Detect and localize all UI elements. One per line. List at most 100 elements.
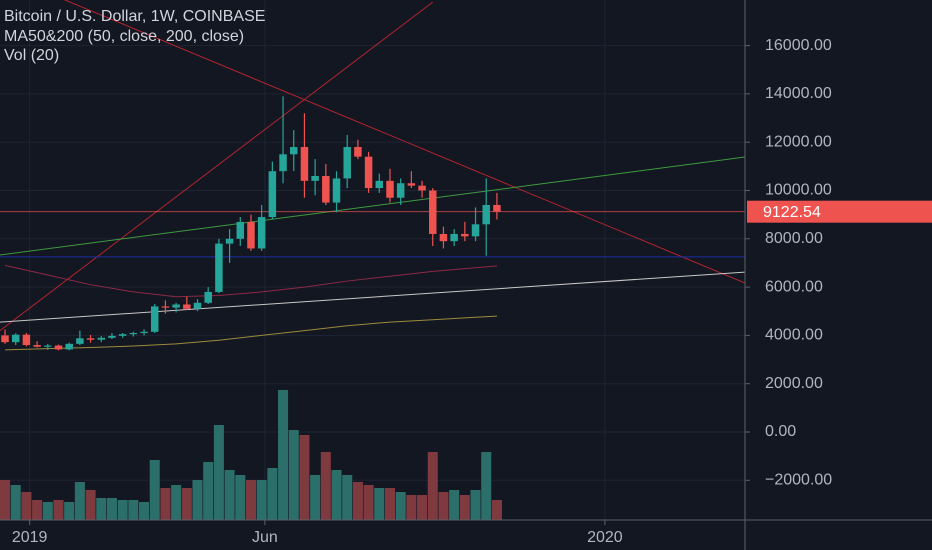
y-tick-label: 16000.00	[765, 37, 832, 54]
volume-bar	[10, 485, 21, 520]
volume-pane	[0, 390, 502, 520]
volume-bar	[85, 490, 96, 520]
volume-bar	[363, 485, 374, 520]
candle-body	[44, 345, 52, 347]
last-price-label: 9122.54	[763, 204, 821, 221]
volume-bar	[288, 430, 299, 520]
x-tick-label: 2020	[587, 529, 623, 546]
candle-body	[396, 183, 405, 198]
volume-bar	[438, 492, 449, 520]
candle-body	[461, 233, 469, 237]
trend-line	[0, 1, 434, 331]
y-tick-label: 12000.00	[765, 133, 832, 150]
y-tick-label: 2000.00	[765, 375, 823, 392]
candle-body	[375, 180, 384, 189]
candle-body	[54, 345, 63, 350]
volume-bar	[224, 470, 235, 520]
candle-body	[193, 302, 202, 309]
volume-bar	[491, 500, 502, 520]
candle-body	[407, 183, 416, 186]
volume-bar	[53, 500, 64, 520]
candle-body	[482, 204, 490, 225]
volume-bar	[449, 490, 460, 520]
volume-bar	[459, 495, 470, 520]
chart-title: Bitcoin / U.S. Dollar, 1W, COINBASE	[4, 8, 265, 25]
volume-bar	[417, 495, 428, 520]
candle-body	[1, 335, 9, 343]
candle-body	[65, 343, 73, 350]
indicator-label: MA50&200 (50, close, 200, close)	[4, 28, 244, 45]
y-tick-label: 4000.00	[765, 327, 823, 344]
y-tick-label: 10000.00	[765, 182, 832, 199]
volume-bar	[171, 485, 182, 520]
volume-bar	[352, 482, 363, 520]
last-price-badge	[747, 200, 932, 223]
candle-body	[450, 233, 458, 242]
volume-bar	[32, 500, 43, 520]
volume-bar	[245, 480, 256, 520]
candle-body	[311, 176, 319, 181]
volume-bar	[278, 390, 289, 520]
volume-bar	[181, 488, 192, 520]
candle-body	[140, 331, 148, 333]
volume-label: Vol (20)	[4, 47, 59, 64]
candle-body	[332, 178, 341, 203]
volume-bar	[267, 468, 278, 520]
volume-bar	[74, 482, 85, 520]
volume-bar	[64, 502, 75, 520]
y-tick-label: 0.00	[765, 423, 796, 440]
candle-body	[386, 180, 394, 198]
candle-body	[118, 334, 127, 336]
candle-body	[300, 147, 309, 181]
candle-body	[225, 238, 234, 244]
moving-average	[5, 315, 497, 351]
trend-line	[0, 156, 745, 256]
candle-body	[257, 217, 266, 249]
volume-bar	[160, 488, 171, 520]
y-tick-label: 8000.00	[765, 230, 823, 247]
candle-body	[86, 338, 95, 340]
candle-body	[322, 176, 330, 203]
candle-body	[150, 306, 159, 332]
volume-bar	[331, 470, 342, 520]
candle-body	[364, 156, 373, 189]
trend-line	[63, 0, 745, 284]
candle-body	[236, 221, 245, 239]
volume-bar	[0, 480, 11, 520]
overlays	[0, 0, 745, 351]
volume-bar	[256, 480, 267, 520]
volume-bar	[384, 488, 396, 520]
volume-bar	[203, 462, 214, 520]
volume-bar	[42, 502, 53, 520]
candle-body	[247, 221, 255, 249]
candle-body	[129, 332, 138, 335]
y-tick-label: 6000.00	[765, 278, 823, 295]
candle-body	[183, 304, 191, 309]
volume-bar	[117, 500, 128, 520]
volume-bar	[192, 480, 203, 520]
y-tick-label: 14000.00	[765, 85, 832, 102]
volume-bar	[310, 475, 321, 520]
candle-body	[161, 306, 170, 308]
candle-body	[76, 338, 84, 344]
volume-bar	[481, 452, 492, 520]
candle-body	[343, 147, 351, 179]
axes: 16000.00 14000.00 12000.00 10000.00 8000.00 6…	[12, 37, 932, 546]
candle-body	[204, 291, 212, 303]
candle-body	[354, 147, 362, 157]
candle-body	[279, 154, 287, 172]
candle-body	[172, 304, 180, 308]
volume-bar	[106, 498, 117, 520]
volume-bar	[395, 492, 406, 520]
volume-bar	[235, 475, 246, 520]
candle-body	[108, 335, 116, 338]
candle-body	[22, 334, 31, 346]
volume-bar	[149, 460, 160, 520]
volume-bar	[470, 490, 481, 520]
candles	[1, 96, 501, 351]
volume-bar	[213, 425, 224, 520]
candle-body	[471, 224, 480, 237]
candle-body	[418, 185, 426, 191]
